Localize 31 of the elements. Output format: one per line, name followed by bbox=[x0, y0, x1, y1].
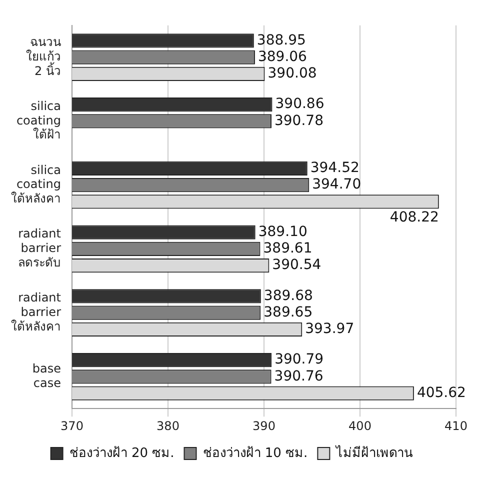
data-label: 389.68 bbox=[264, 288, 313, 304]
data-label: 405.62 bbox=[416, 384, 466, 401]
legend-label: ช่องว่างฝ้า 20 ซม. bbox=[69, 446, 174, 461]
data-label: 390.08 bbox=[268, 66, 317, 82]
x-tick-label: 370 bbox=[60, 418, 84, 433]
x-tick-label: 400 bbox=[348, 418, 372, 433]
y-tick-label: radiant barrier ลดระดับ bbox=[18, 226, 62, 270]
y-tick-label: silica coating ใต้หลังคา bbox=[11, 162, 61, 206]
data-label: 389.10 bbox=[258, 224, 308, 240]
data-label: 390.79 bbox=[274, 352, 324, 368]
data-label: 390.76 bbox=[274, 368, 324, 384]
y-tick-label: ฉนวน ใยแก้ว 2 นิ้ว bbox=[26, 35, 61, 78]
y-tick-label: base case bbox=[32, 362, 61, 390]
data-label: 389.65 bbox=[264, 304, 313, 320]
legend-label: ช่องว่างฝ้า 10 ซม. bbox=[202, 446, 308, 461]
data-label: 389.61 bbox=[263, 240, 312, 257]
data-label: 390.78 bbox=[274, 112, 324, 129]
data-label: 390.86 bbox=[275, 96, 324, 112]
data-label: 394.52 bbox=[310, 160, 360, 176]
data-label: 394.70 bbox=[312, 176, 362, 193]
data-label: 408.22 bbox=[390, 209, 439, 226]
data-label: 389.06 bbox=[258, 48, 308, 65]
x-tick-label: 380 bbox=[156, 418, 180, 433]
legend-label: ไม่มีฝ้าเพดาน bbox=[335, 444, 414, 461]
data-label: 393.97 bbox=[305, 321, 354, 338]
y-tick-label: radiant barrier ใต้หลังคา bbox=[11, 290, 62, 334]
y-tick-label: silica coating ใต้ฝ้า bbox=[16, 98, 61, 142]
x-tick-label: 390 bbox=[252, 418, 276, 433]
data-label: 388.95 bbox=[256, 32, 306, 48]
data-label: 390.54 bbox=[272, 257, 322, 274]
x-tick-label: 410 bbox=[444, 418, 468, 433]
